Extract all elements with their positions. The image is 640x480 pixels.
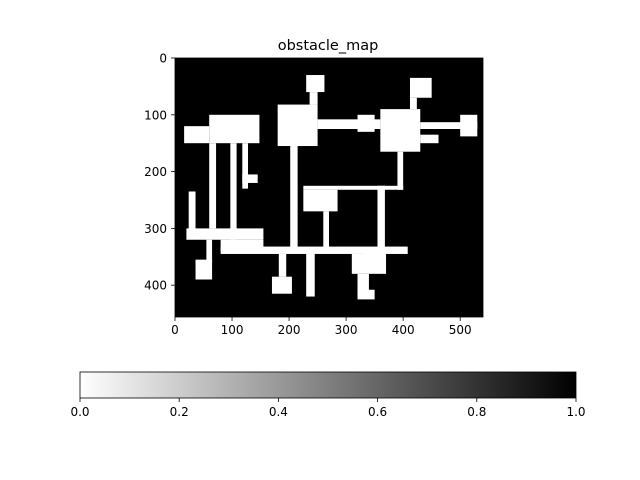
free-region-33 — [306, 251, 315, 297]
free-region-1 — [209, 114, 260, 144]
free-region-27 — [323, 211, 329, 249]
x-tick-label: 500 — [449, 323, 472, 337]
colorbar-tick-label: 0.8 — [467, 405, 486, 419]
free-region-24 — [397, 151, 404, 190]
x-tick-label: 400 — [392, 323, 415, 337]
free-region-25 — [303, 185, 404, 190]
colorbar-tick-label: 0.4 — [269, 405, 288, 419]
x-tick-label: 300 — [335, 323, 358, 337]
chart-title: obstacle_map — [278, 38, 379, 54]
heatmap-axes: 0 100 200 300 400 500 0 100 200 300 400 — [144, 52, 484, 337]
free-region-35 — [278, 253, 287, 277]
y-tick-label: 100 — [144, 108, 167, 122]
colorbar: 0.0 0.2 0.4 0.6 0.8 1.0 — [70, 371, 586, 419]
free-region-21 — [409, 97, 417, 110]
free-space-regions — [184, 75, 478, 300]
free-region-4 — [186, 228, 264, 240]
colorbar-tick-label: 1.0 — [566, 405, 585, 419]
y-tick-label: 0 — [159, 52, 167, 66]
y-axis-ticks: 0 100 200 300 400 — [144, 52, 175, 293]
free-region-0 — [184, 126, 210, 144]
free-region-17 — [357, 114, 375, 132]
x-axis-ticks: 0 100 200 300 400 500 — [171, 317, 472, 337]
free-region-8 — [188, 191, 196, 232]
colorbar-tick-label: 0.6 — [368, 405, 387, 419]
free-region-26 — [303, 189, 338, 212]
free-region-32 — [357, 289, 375, 300]
free-region-14 — [317, 119, 381, 129]
y-tick-label: 400 — [144, 279, 167, 293]
free-region-16 — [309, 92, 318, 105]
free-region-3 — [209, 143, 217, 229]
free-region-18 — [380, 109, 421, 152]
free-region-20 — [409, 77, 432, 98]
x-tick-label: 100 — [221, 323, 244, 337]
y-tick-label: 200 — [144, 165, 167, 179]
colorbar-tick-label: 0.2 — [170, 405, 189, 419]
y-tick-label: 300 — [144, 222, 167, 236]
free-region-11 — [220, 246, 408, 254]
free-region-6 — [242, 143, 249, 189]
free-region-30 — [363, 248, 384, 260]
colorbar-tick-label: 0.0 — [70, 405, 89, 419]
colorbar-ticks: 0.0 0.2 0.4 0.6 0.8 1.0 — [70, 398, 586, 419]
free-region-23 — [460, 114, 478, 137]
x-tick-label: 200 — [278, 323, 301, 337]
free-region-31 — [357, 273, 369, 297]
free-region-10 — [195, 259, 213, 280]
free-region-34 — [271, 276, 292, 294]
x-tick-label: 0 — [171, 323, 179, 337]
free-region-5 — [220, 239, 264, 252]
free-region-22 — [420, 122, 478, 129]
free-region-7 — [242, 174, 258, 183]
plot-frame — [174, 57, 484, 318]
free-region-19 — [420, 134, 439, 144]
colorbar-gradient — [79, 371, 577, 399]
free-region-9 — [206, 239, 213, 263]
free-region-15 — [306, 75, 325, 93]
free-region-12 — [277, 104, 318, 147]
free-region-28 — [377, 185, 385, 254]
free-region-2 — [230, 143, 237, 240]
free-region-13 — [290, 146, 298, 252]
